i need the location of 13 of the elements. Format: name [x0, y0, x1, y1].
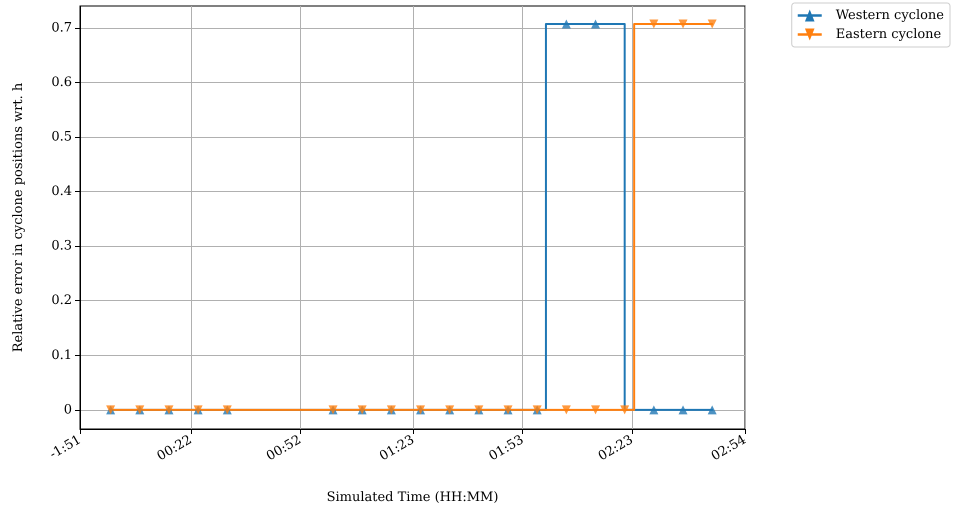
legend-label: Eastern cyclone: [836, 27, 942, 42]
x-tick-label: -1:51: [47, 432, 84, 462]
legend-label: Western cyclone: [836, 8, 944, 23]
y-tick-label: 0.6: [51, 74, 72, 90]
y-tick-label: 0.4: [51, 184, 72, 200]
y-tick-label: 0.2: [51, 293, 72, 308]
y-tick-label: 0.3: [51, 238, 72, 254]
y-axis-title: Relative error in cyclone positions wrt. h: [11, 82, 26, 352]
y-tick-label: 0.7: [51, 20, 72, 36]
y-tick-label: 0: [64, 402, 72, 418]
x-axis-title: Simulated Time (HH:MM): [326, 490, 498, 505]
y-tick-label: 0.1: [51, 348, 72, 363]
y-tick-label: 0.5: [51, 129, 72, 144]
